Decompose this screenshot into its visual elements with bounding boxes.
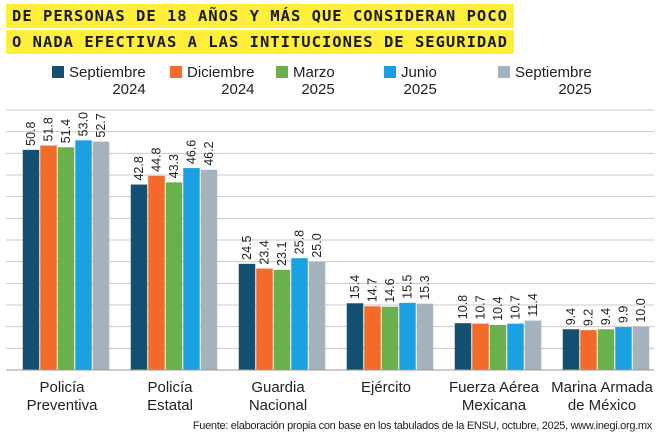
data-label: 44.8 [150,147,164,171]
legend-item-dic-2024: Diciembre 2024 [170,64,255,98]
data-label: 9.4 [599,308,613,325]
bar [92,141,110,370]
bar [183,168,200,370]
bar [381,306,399,370]
legend-swatch [170,66,182,78]
data-label: 15.4 [348,275,362,299]
bar [40,145,57,370]
data-label: 15.3 [418,275,432,299]
data-label: 10.7 [474,295,488,319]
bar [416,303,434,370]
legend-label: Marzo [293,64,335,81]
bar [580,330,597,370]
title-line-2: O NADA EFECTIVAS A LAS INTITUCIONES DE S… [6,30,514,54]
bar [597,329,615,370]
legend-label-year: 2025 [403,81,437,98]
bar [273,269,291,370]
data-label: 14.6 [383,278,397,302]
bar [454,323,472,370]
bar [256,268,273,370]
data-label: 15.5 [401,274,415,298]
legend-label-year: 2024 [112,81,146,98]
legend-label: Diciembre [187,64,255,81]
bar [399,302,416,370]
data-label: 51.8 [42,117,56,141]
category-label: Policía [39,379,85,396]
bar [291,258,308,370]
bar [75,140,92,370]
legend-label-year: 2024 [221,81,255,98]
data-label: 11.4 [526,293,540,316]
bar [308,261,326,370]
source-note: Fuente: elaboración propia con base en l… [192,420,652,432]
data-label: 46.2 [202,141,216,165]
title-line-1: DE PERSONAS DE 18 AÑOS Y MÁS QUE CONSIDE… [6,4,514,28]
bar [238,263,256,370]
legend-label: Septiembre [515,64,592,81]
data-label: 14.7 [366,278,380,302]
category-label: Mexicana [462,397,527,414]
bar [524,320,542,370]
category-label: de México [568,397,636,414]
data-label: 10.8 [456,295,470,319]
data-label: 23.1 [275,242,289,266]
data-label: 46.6 [185,140,199,164]
bar [364,306,381,370]
data-label: 50.8 [24,121,38,145]
data-label: 9.2 [582,309,596,326]
legend-label-year: 2025 [558,81,592,98]
category-label: Preventiva [27,397,99,414]
bar [615,327,632,370]
data-label: 10.4 [491,297,505,321]
bar [507,323,524,370]
bar [165,182,183,370]
legend-label-year: 2025 [301,81,335,98]
category-label: Policía [147,379,193,396]
category-label: Guardia [251,379,305,396]
data-label: 51.4 [59,119,73,143]
bar [57,147,75,370]
data-label: 9.4 [564,308,578,325]
data-label: 10.0 [634,298,648,322]
bar [22,149,40,370]
data-label: 53.0 [77,112,91,136]
data-label: 9.9 [617,306,631,323]
bar [148,175,165,370]
data-label: 43.3 [167,154,181,178]
category-label: Ejército [361,379,411,396]
legend-swatch [384,66,396,78]
legend-item-sep-2024: Septiembre 2024 [52,64,146,98]
bar [632,326,650,370]
bar [562,329,580,370]
legend-item-jun-2025: Junio 2025 [384,64,437,98]
category-label: Fuerza Aérea [449,379,540,396]
data-label: 42.8 [132,156,146,180]
legend-swatch [498,66,510,78]
data-label: 10.7 [509,295,523,319]
legend-label: Septiembre [69,64,146,81]
data-label: 25.0 [310,233,324,257]
legend-label: Junio [401,64,437,81]
data-label: 52.7 [94,113,108,137]
data-label: 24.5 [240,235,254,259]
bar [472,323,489,370]
chart-title: DE PERSONAS DE 18 AÑOS Y MÁS QUE CONSIDE… [6,4,514,56]
legend-item-sep-2025: Septiembre 2025 [498,64,592,98]
legend-swatch [276,66,288,78]
bar [130,184,148,370]
bar [346,303,364,370]
category-label: Marina Armada [551,379,653,396]
bar [489,324,507,370]
category-label: Estatal [147,397,193,414]
data-label: 23.4 [258,240,272,264]
data-label: 25.8 [293,230,307,254]
category-label: Nacional [249,397,307,414]
legend-swatch [52,66,64,78]
legend-item-mar-2025: Marzo 2025 [276,64,335,98]
bar [200,169,218,370]
